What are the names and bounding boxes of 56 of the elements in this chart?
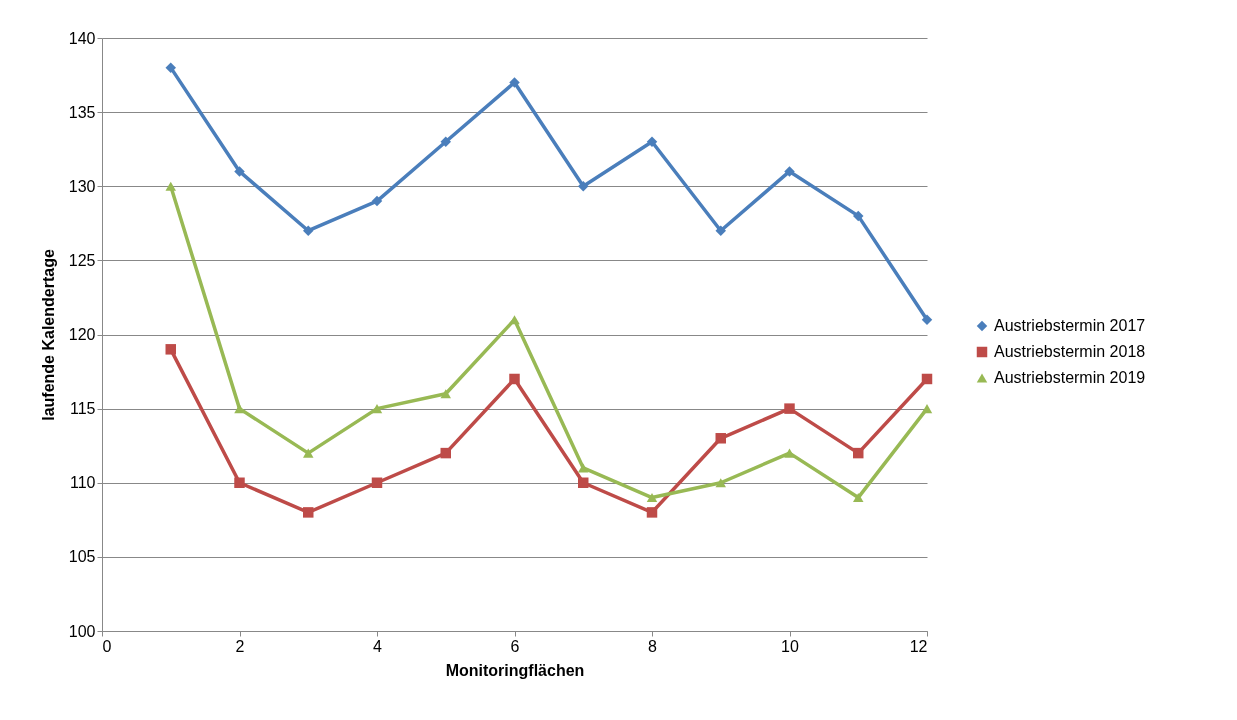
y-axis-title: laufende Kalendertage (39, 249, 57, 421)
point (784, 448, 795, 458)
point (371, 404, 383, 414)
point (853, 493, 864, 503)
legend-label: Austriebstermin 2018 (994, 343, 1146, 360)
point (303, 507, 314, 518)
point (853, 210, 864, 222)
point (578, 477, 589, 488)
x-axis-title: Monitoringflächen (445, 661, 585, 679)
point (921, 314, 933, 325)
y-tick-label: 100 (68, 622, 96, 640)
point (234, 404, 245, 414)
point (853, 447, 864, 459)
point (578, 181, 589, 192)
point (165, 344, 176, 355)
legend-label: Austriebstermin 2017 (994, 317, 1146, 334)
point (509, 77, 520, 88)
x-tick-label: 4 (373, 637, 383, 655)
point (509, 315, 520, 325)
y-tick-label: 135 (68, 103, 96, 121)
point (440, 136, 451, 148)
point (921, 404, 933, 414)
point (440, 389, 451, 399)
point (371, 477, 383, 488)
y-tick-label: 115 (69, 400, 96, 418)
point (646, 507, 658, 518)
y-tick-label: 140 (68, 29, 96, 47)
point (303, 225, 314, 236)
legend-label: Austriebstermin 2019 (994, 369, 1146, 386)
point (165, 62, 176, 73)
point (921, 373, 933, 385)
point (715, 478, 726, 488)
point (234, 477, 245, 488)
x-tick-label: 12 (909, 637, 928, 655)
y-tick-label: 105 (68, 548, 96, 566)
y-tick-label: 130 (68, 177, 96, 195)
x-tick-label: 8 (648, 637, 658, 655)
point (234, 166, 245, 177)
x-tick-label: 0 (102, 637, 112, 655)
point (646, 136, 658, 148)
point (303, 448, 314, 458)
point (165, 181, 176, 191)
point (715, 225, 726, 236)
point (715, 433, 726, 444)
point (784, 403, 795, 414)
y-tick-label: 120 (68, 326, 96, 343)
point (784, 166, 795, 177)
y-tick-label: 125 (68, 251, 96, 269)
x-tick-label: 6 (510, 637, 520, 655)
x-tick-label: 2 (235, 637, 245, 655)
point (440, 447, 451, 459)
y-tick-label: 110 (69, 474, 96, 492)
point (509, 373, 520, 385)
x-tick-label: 10 (781, 637, 799, 655)
point (371, 195, 383, 207)
point (646, 493, 658, 503)
